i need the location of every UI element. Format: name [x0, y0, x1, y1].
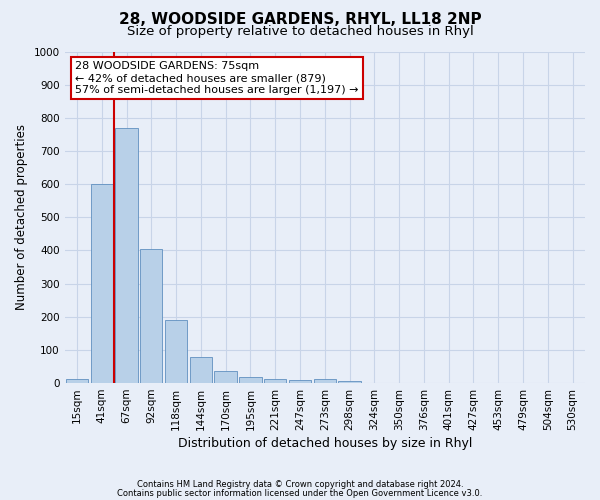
- Bar: [239, 377, 262, 383]
- Text: Contains public sector information licensed under the Open Government Licence v3: Contains public sector information licen…: [118, 489, 482, 498]
- Text: 28 WOODSIDE GARDENS: 75sqm
← 42% of detached houses are smaller (879)
57% of sem: 28 WOODSIDE GARDENS: 75sqm ← 42% of deta…: [75, 62, 358, 94]
- Bar: [140, 249, 163, 383]
- Text: Size of property relative to detached houses in Rhyl: Size of property relative to detached ho…: [127, 25, 473, 38]
- Bar: [115, 128, 137, 383]
- Bar: [165, 320, 187, 383]
- Text: 28, WOODSIDE GARDENS, RHYL, LL18 2NP: 28, WOODSIDE GARDENS, RHYL, LL18 2NP: [119, 12, 481, 28]
- Bar: [289, 380, 311, 383]
- Bar: [66, 379, 88, 383]
- X-axis label: Distribution of detached houses by size in Rhyl: Distribution of detached houses by size …: [178, 437, 472, 450]
- Bar: [338, 381, 361, 383]
- Y-axis label: Number of detached properties: Number of detached properties: [15, 124, 28, 310]
- Bar: [214, 372, 237, 383]
- Bar: [190, 357, 212, 383]
- Text: Contains HM Land Registry data © Crown copyright and database right 2024.: Contains HM Land Registry data © Crown c…: [137, 480, 463, 489]
- Bar: [264, 379, 286, 383]
- Bar: [314, 379, 336, 383]
- Bar: [91, 184, 113, 383]
